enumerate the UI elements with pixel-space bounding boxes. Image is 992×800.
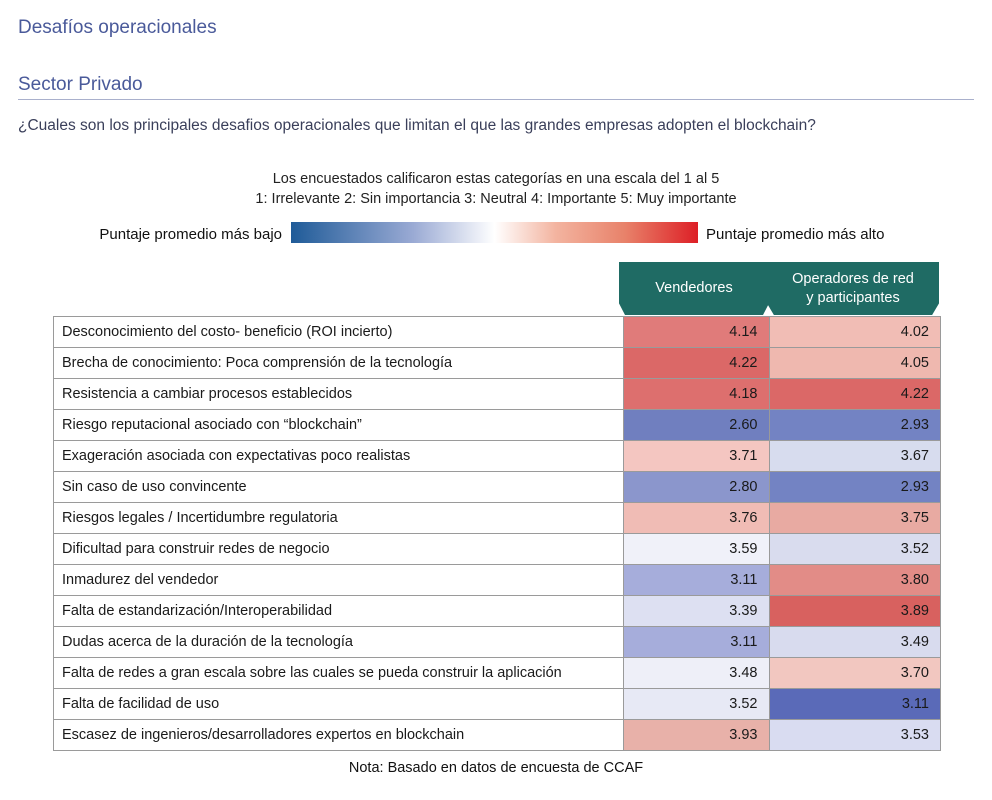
table-row: Falta de redes a gran escala sobre las c… — [54, 658, 940, 689]
cell-operadores: 3.52 — [769, 534, 940, 564]
cell-operadores: 2.93 — [769, 472, 940, 502]
row-label: Inmadurez del vendedor — [54, 565, 624, 595]
column-header-operadores: Operadores de red y participantes — [767, 262, 939, 315]
table-row: Desconocimiento del costo- beneficio (RO… — [54, 317, 940, 348]
survey-question: ¿Cuales son los principales desafios ope… — [18, 117, 816, 134]
table-row: Escasez de ingenieros/desarrolladores ex… — [54, 720, 940, 751]
table-row: Falta de facilidad de uso 3.52 3.11 — [54, 689, 940, 720]
row-label: Falta de estandarización/Interoperabilid… — [54, 596, 624, 626]
cell-operadores: 3.89 — [769, 596, 940, 626]
footnote: Nota: Basado en datos de encuesta de CCA… — [348, 760, 644, 776]
table-row: Brecha de conocimiento: Poca comprensión… — [54, 348, 940, 379]
table-row: Falta de estandarización/Interoperabilid… — [54, 596, 940, 627]
table-row: Sin caso de uso convincente 2.80 2.93 — [54, 472, 940, 503]
column-header-vendedores: Vendedores — [619, 262, 769, 315]
cell-vendedores: 3.52 — [623, 689, 770, 719]
cell-operadores: 3.49 — [769, 627, 940, 657]
table-row: Riesgo reputacional asociado con “blockc… — [54, 410, 940, 441]
row-label: Falta de facilidad de uso — [54, 689, 624, 719]
section-divider — [18, 99, 974, 100]
row-label: Falta de redes a gran escala sobre las c… — [54, 658, 624, 688]
cell-vendedores: 3.11 — [623, 627, 770, 657]
cell-vendedores: 3.76 — [623, 503, 770, 533]
legend-gradient-bar — [291, 222, 698, 243]
cell-operadores: 3.75 — [769, 503, 940, 533]
cell-operadores: 4.05 — [769, 348, 940, 378]
table-row: Exageración asociada con expectativas po… — [54, 441, 940, 472]
row-label: Resistencia a cambiar procesos estableci… — [54, 379, 624, 409]
table-row: Resistencia a cambiar procesos estableci… — [54, 379, 940, 410]
cell-vendedores: 4.22 — [623, 348, 770, 378]
cell-vendedores: 2.80 — [623, 472, 770, 502]
cell-operadores: 3.80 — [769, 565, 940, 595]
cell-vendedores: 3.93 — [623, 720, 770, 750]
row-label: Escasez de ingenieros/desarrolladores ex… — [54, 720, 624, 750]
row-label: Dudas acerca de la duración de la tecnol… — [54, 627, 624, 657]
page-title: Desafíos operacionales — [18, 17, 217, 38]
cell-operadores: 4.22 — [769, 379, 940, 409]
row-label: Dificultad para construir redes de negoc… — [54, 534, 624, 564]
cell-vendedores: 3.59 — [623, 534, 770, 564]
table-row: Riesgos legales / Incertidumbre regulato… — [54, 503, 940, 534]
legend-low-label: Puntaje promedio más bajo — [99, 226, 282, 243]
row-label: Brecha de conocimiento: Poca comprensión… — [54, 348, 624, 378]
cell-operadores: 2.93 — [769, 410, 940, 440]
cell-operadores: 3.67 — [769, 441, 940, 471]
scale-values: 1: Irrelevante 2: Sin importancia 3: Neu… — [255, 191, 737, 207]
cell-vendedores: 3.48 — [623, 658, 770, 688]
cell-vendedores: 3.39 — [623, 596, 770, 626]
table-row: Dificultad para construir redes de negoc… — [54, 534, 940, 565]
cell-operadores: 3.53 — [769, 720, 940, 750]
row-label: Exageración asociada con expectativas po… — [54, 441, 624, 471]
scale-description: Los encuestados calificaron estas catego… — [272, 171, 720, 187]
column-header-operadores-label: Operadores de red y participantes — [792, 270, 914, 306]
table-row: Dudas acerca de la duración de la tecnol… — [54, 627, 940, 658]
cell-vendedores: 4.14 — [623, 317, 770, 347]
cell-vendedores: 4.18 — [623, 379, 770, 409]
table-row: Inmadurez del vendedor 3.11 3.80 — [54, 565, 940, 596]
row-label: Sin caso de uso convincente — [54, 472, 624, 502]
cell-operadores: 3.70 — [769, 658, 940, 688]
row-label: Desconocimiento del costo- beneficio (RO… — [54, 317, 624, 347]
row-label: Riesgo reputacional asociado con “blockc… — [54, 410, 624, 440]
cell-vendedores: 3.71 — [623, 441, 770, 471]
row-label: Riesgos legales / Incertidumbre regulato… — [54, 503, 624, 533]
legend-high-label: Puntaje promedio más alto — [706, 226, 885, 243]
section-title: Sector Privado — [18, 74, 143, 95]
cell-operadores: 4.02 — [769, 317, 940, 347]
cell-vendedores: 2.60 — [623, 410, 770, 440]
cell-vendedores: 3.11 — [623, 565, 770, 595]
cell-operadores: 3.11 — [769, 689, 940, 719]
heatmap-table: Desconocimiento del costo- beneficio (RO… — [53, 316, 941, 751]
